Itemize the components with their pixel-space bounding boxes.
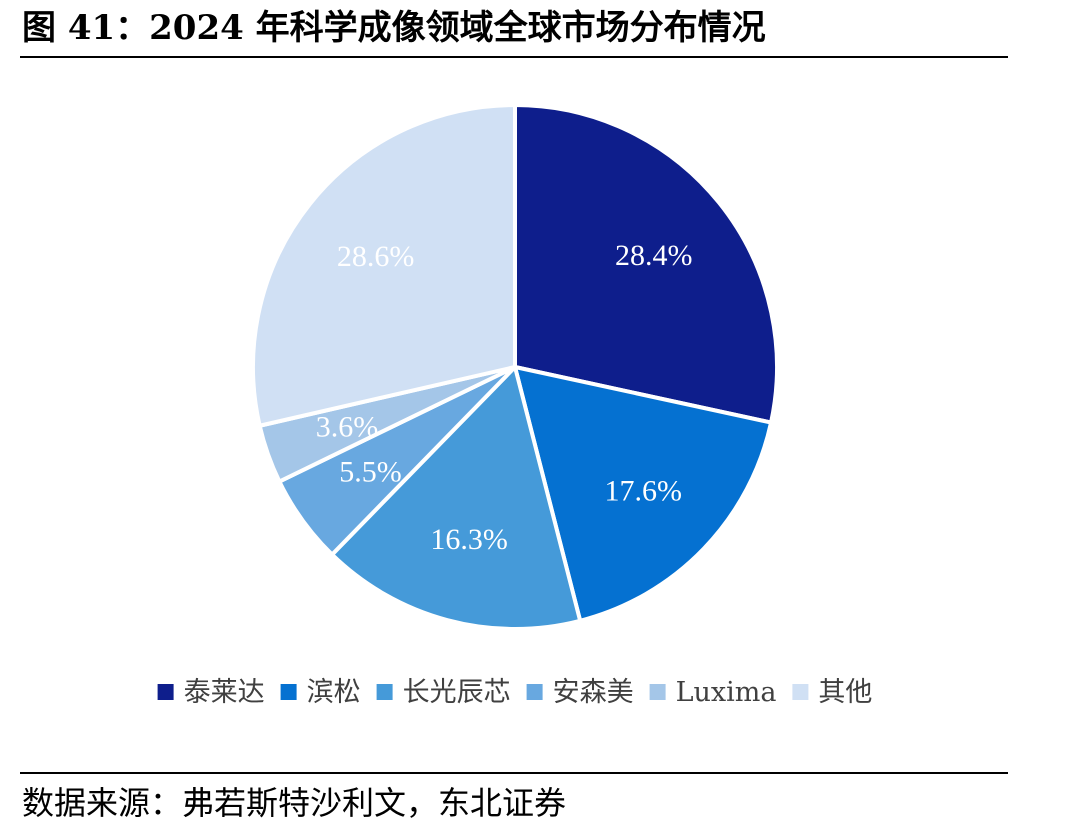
figure-title: 图 41：2024 年科学成像领域全球市场分布情况: [22, 8, 766, 48]
slice-label-长光辰芯: 16.3%: [430, 523, 508, 556]
source-note: 数据来源：弗若斯特沙利文，东北证券: [22, 784, 567, 822]
pie-slice-labels: 28.4% 17.6% 16.3% 5.5% 3.6% 28.6%: [316, 239, 693, 556]
legend-item-安森美: 安森美: [526, 677, 634, 708]
legend-item-泰莱达: 泰莱达: [157, 677, 265, 708]
legend-swatch: [280, 684, 297, 700]
slice-label-安森美: 5.5%: [339, 455, 402, 488]
legend-swatch: [526, 684, 543, 700]
slice-label-其他: 28.6%: [337, 240, 415, 273]
legend-label: 滨松: [307, 677, 361, 708]
title-divider: [20, 56, 1008, 58]
legend-item-滨松: 滨松: [280, 677, 361, 708]
pie-slice-其他: [251, 103, 517, 428]
pie-slice-长光辰芯: [330, 365, 583, 631]
legend-label: 其他: [818, 677, 872, 708]
legend-swatch: [157, 684, 174, 700]
pie-chart: 28.4% 17.6% 16.3% 5.5% 3.6% 28.6% 泰莱达 滨松 长光辰芯 安森…: [0, 58, 1090, 768]
pie-slice-滨松: [513, 365, 774, 623]
pie-slice-泰莱达: [513, 103, 779, 425]
legend-swatch: [792, 684, 809, 700]
pie-slices: [251, 103, 779, 631]
chart-legend: 泰莱达 滨松 长光辰芯 安森美 Luxima 其他: [157, 677, 872, 708]
legend-item-其他: 其他: [792, 677, 872, 708]
legend-swatch: [376, 684, 393, 700]
legend-label: 泰莱达: [184, 677, 265, 708]
source-divider: [20, 772, 1008, 774]
legend-label: Luxima: [676, 677, 777, 708]
legend-item-长光辰芯: 长光辰芯: [376, 677, 511, 708]
slice-label-luxima: 3.6%: [316, 410, 379, 443]
pie-chart-svg: 28.4% 17.6% 16.3% 5.5% 3.6% 28.6% 泰莱达 滨松 长光辰芯 安森…: [157, 103, 872, 708]
slice-label-泰莱达: 28.4%: [615, 239, 693, 272]
legend-item-luxima: Luxima: [649, 677, 777, 708]
legend-label: 长光辰芯: [403, 677, 511, 708]
slice-label-滨松: 17.6%: [605, 475, 683, 508]
legend-swatch: [649, 684, 666, 700]
legend-label: 安森美: [553, 677, 634, 708]
